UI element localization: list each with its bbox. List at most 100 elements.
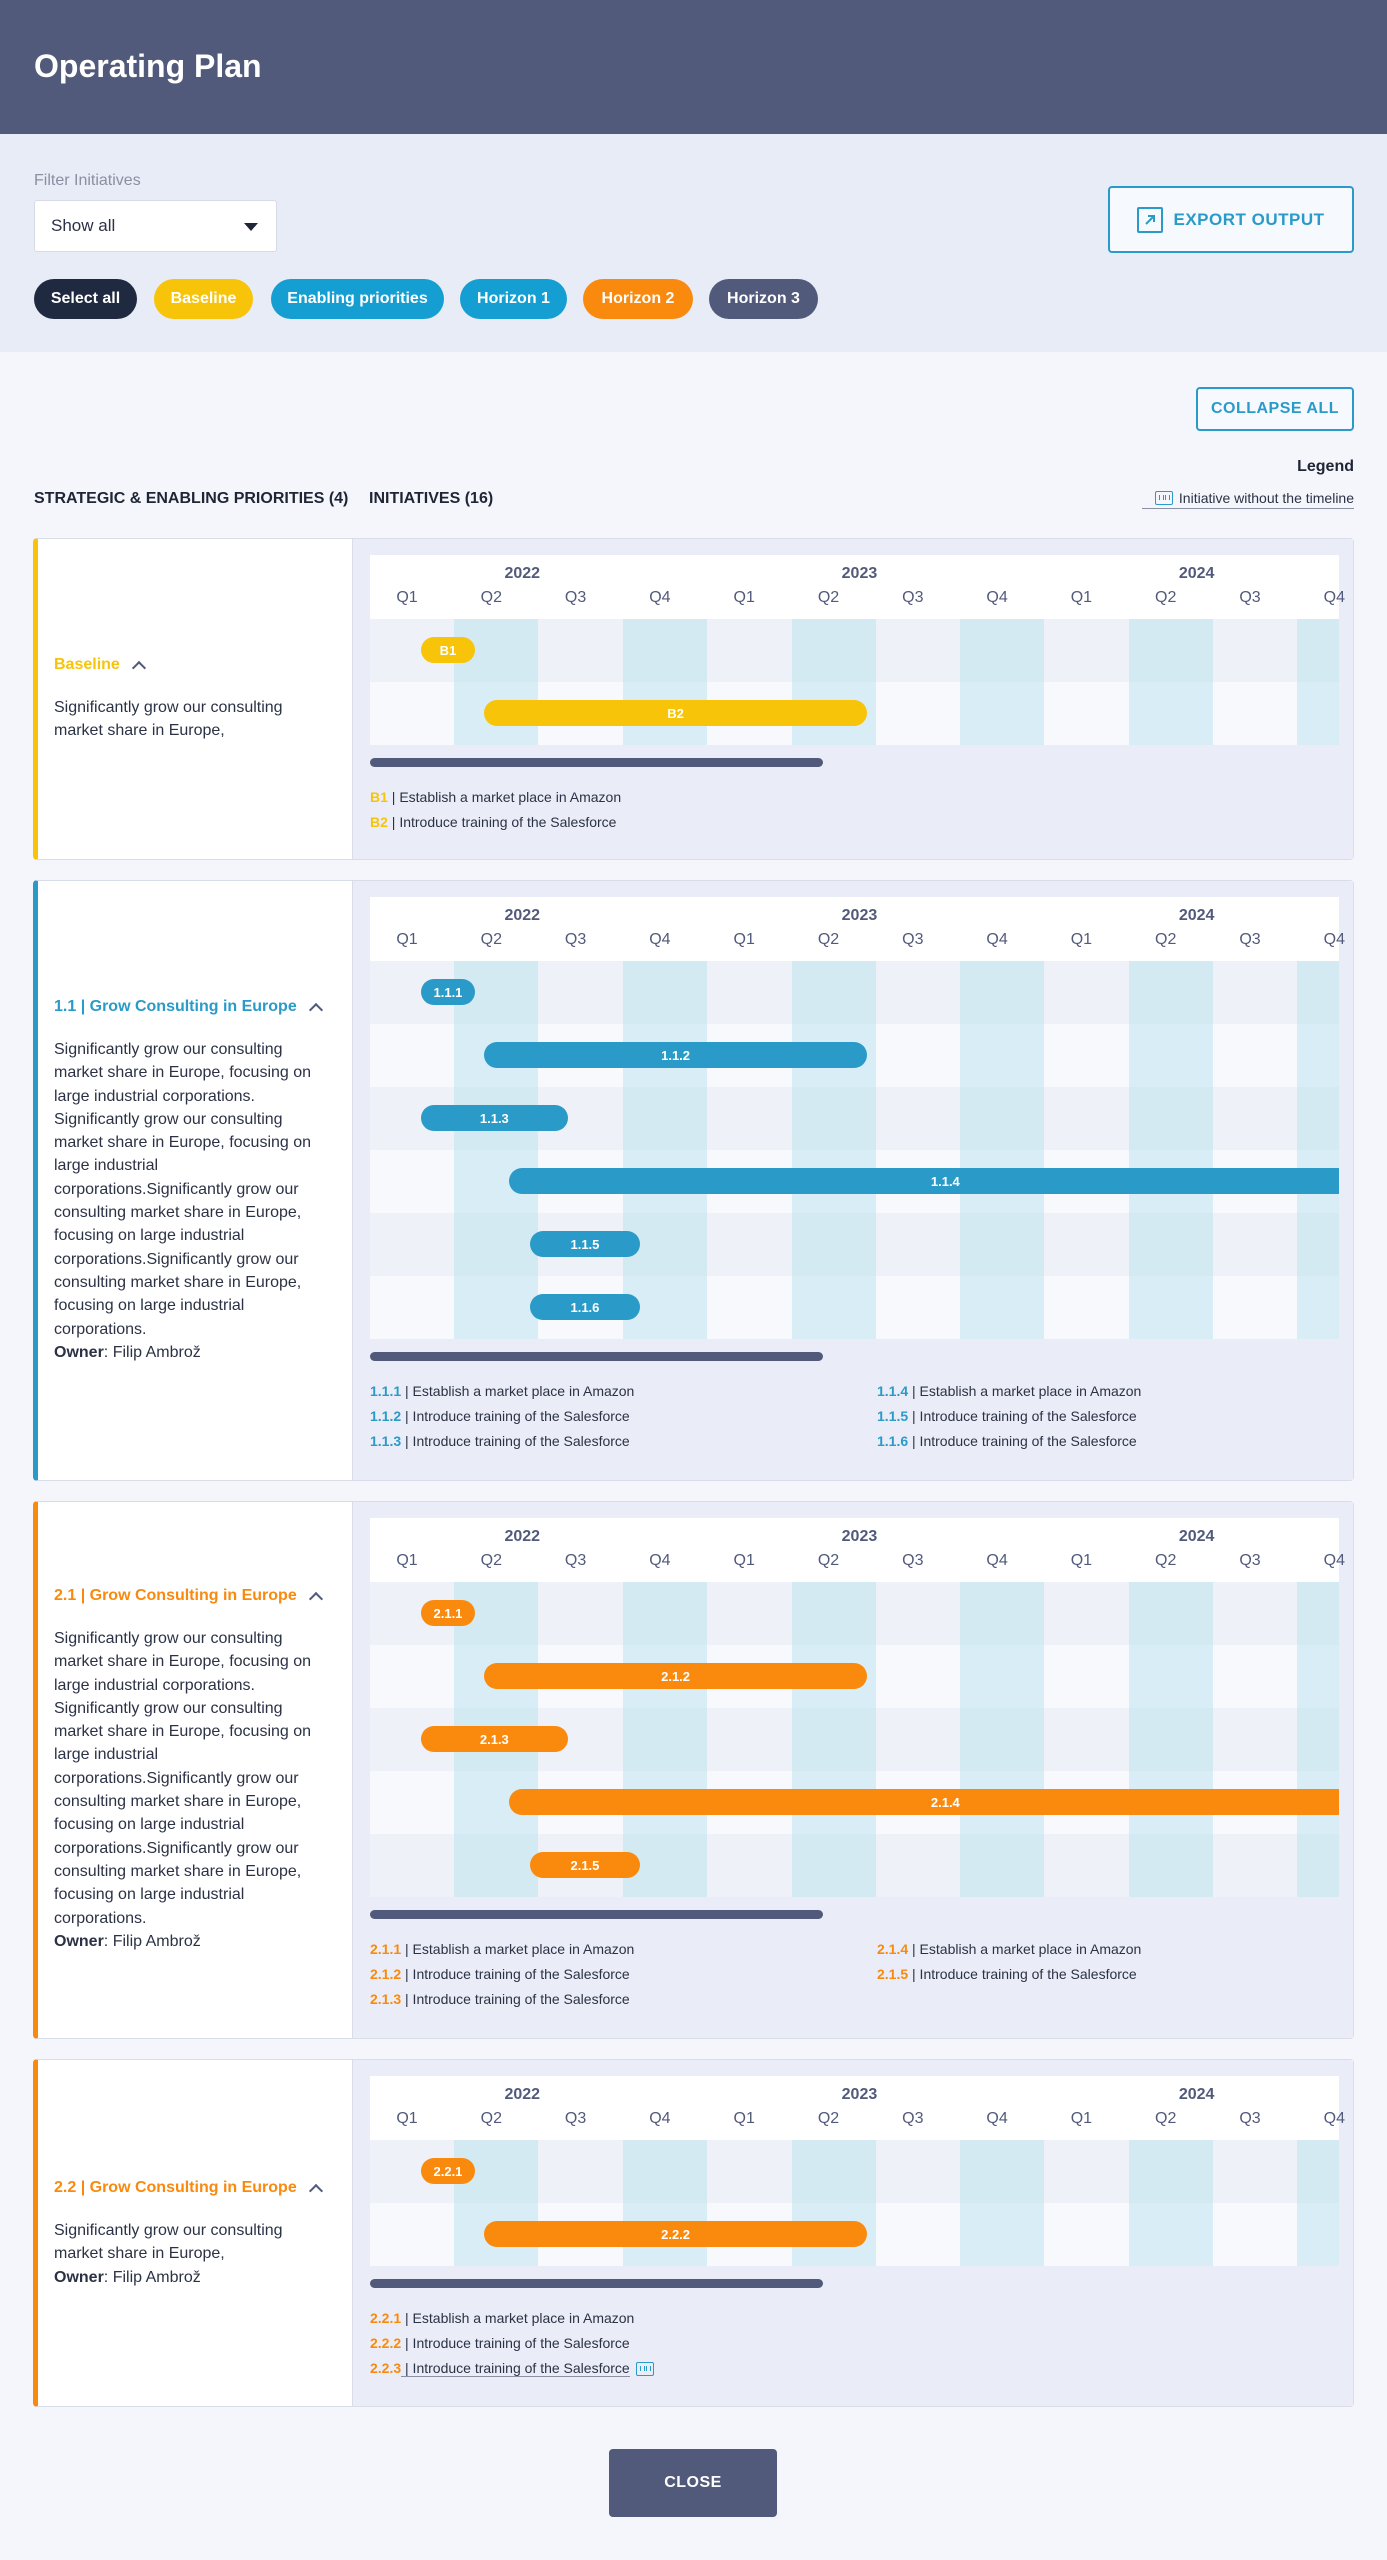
collapse-all-button[interactable]: COLLAPSE ALL	[1196, 387, 1354, 431]
initiative-note-code: B2	[370, 814, 388, 830]
timeline-scrollbar[interactable]	[370, 2279, 823, 2288]
priority-title[interactable]: 1.1 | Grow Consulting in Europe	[54, 998, 332, 1018]
initiative-bar[interactable]: 1.1.5	[530, 1231, 640, 1257]
quarter-band	[622, 2140, 707, 2266]
chip-select-all[interactable]: Select all	[34, 279, 137, 319]
quarter-label: Q2	[1155, 2110, 1177, 2127]
quarter-band	[791, 961, 876, 1339]
initiative-bar[interactable]: 2.1.5	[530, 1852, 640, 1878]
quarter-label: Q4	[986, 2110, 1008, 2127]
initiative-bar[interactable]: 1.1.4	[509, 1168, 1339, 1194]
quarter-label: Q4	[649, 931, 671, 948]
priority-description-text: Significantly grow our consulting market…	[54, 1630, 312, 1927]
quarter-band	[1297, 961, 1339, 1339]
owner-label: Owner	[54, 1343, 104, 1361]
timeline-scrollbar[interactable]	[370, 1910, 823, 1919]
initiative-note-text: | Introduce training of the Salesforce	[401, 1408, 630, 1424]
quarter-band	[1297, 1582, 1339, 1897]
initiative-bar[interactable]: 1.1.1	[420, 979, 476, 1005]
quarter-band	[1128, 619, 1213, 745]
quarter-label: Q4	[1323, 589, 1345, 606]
initiative-note-code: 1.1.4	[877, 1383, 909, 1399]
timeline-scrollbar[interactable]	[370, 1352, 823, 1361]
filter-bar: Filter Initiatives Show all EXPORT OUTPU…	[0, 134, 1387, 352]
timeline-rows: 2.1.1 2.1.2 2.1.3 2.1.4 2.1.5	[370, 1582, 1339, 1897]
initiatives-panel: 2022 2023 2024 Q1 Q2 Q3 Q4 Q1 Q2 Q3 Q4 Q1 Q2 Q3 Q4 2.1.…	[353, 1502, 1353, 2038]
filter-select[interactable]: Show all	[34, 200, 277, 252]
initiative-note: B1 | Establish a market place in Amazon	[370, 789, 621, 805]
priority-title[interactable]: Baseline	[54, 656, 332, 676]
quarter-label: Q3	[902, 931, 924, 948]
export-output-button[interactable]: EXPORT OUTPUT	[1108, 186, 1354, 253]
quarter-label: Q2	[480, 2110, 502, 2127]
quarter-label: Q4	[649, 2110, 671, 2127]
priority-section-1-1: 1.1 | Grow Consulting in Europe Signific…	[33, 880, 1354, 1481]
year-label: 2024	[1178, 907, 1215, 924]
initiative-note: 2.2.1 | Establish a market place in Amaz…	[370, 2310, 634, 2326]
chip-horizon-2[interactable]: Horizon 2	[583, 279, 693, 319]
initiative-bar[interactable]: B1	[420, 637, 476, 663]
quarter-label: Q3	[902, 1552, 924, 1569]
quarter-band	[791, 1582, 876, 1897]
initiative-bar[interactable]: 1.1.2	[483, 1042, 868, 1068]
export-output-label: EXPORT OUTPUT	[1173, 209, 1325, 229]
legend-title: Legend	[1297, 458, 1354, 475]
priority-code: 2.2	[54, 2179, 77, 2196]
priority-description: Significantly grow our consulting market…	[54, 2222, 283, 2286]
chevron-up-icon[interactable]	[308, 1591, 323, 1607]
quarter-label: Q2	[817, 1552, 840, 1569]
priority-section-2-2: 2.2 | Grow Consulting in Europe Signific…	[33, 2059, 1354, 2407]
quarter-label: Q1	[1070, 931, 1093, 948]
initiative-bar[interactable]: 1.1.6	[530, 1294, 640, 1320]
chevron-up-icon[interactable]	[131, 660, 146, 676]
timeline-header: 2022 2023 2024 Q1 Q2 Q3 Q4 Q1 Q2 Q3 Q4 Q1 Q2 Q3 Q4	[370, 897, 1345, 961]
timeline-scrollbar[interactable]	[370, 758, 823, 767]
chip-enabling-priorities[interactable]: Enabling priorities	[271, 279, 444, 319]
priority-title[interactable]: 2.2 | Grow Consulting in Europe	[54, 2179, 332, 2199]
quarter-label: Q1	[396, 2110, 418, 2127]
priority-title-label: Grow Consulting in Europe	[89, 2179, 297, 2196]
initiative-note-text: | Introduce training of the Salesforce	[908, 1433, 1137, 1449]
initiative-note: 2.1.3 | Introduce training of the Salesf…	[370, 1991, 630, 2007]
initiative-bar[interactable]: 2.1.1	[420, 1600, 476, 1626]
priority-panel: 2.2 | Grow Consulting in Europe Signific…	[38, 2060, 353, 2406]
year-label: 2022	[504, 907, 541, 924]
chip-baseline[interactable]: Baseline	[154, 279, 253, 319]
timeline-rows: 1.1.1 1.1.2 1.1.3 1.1.4 1.1.5 1.1.6	[370, 961, 1339, 1339]
initiative-bar[interactable]: B2	[483, 700, 868, 726]
quarter-label: Q2	[480, 931, 502, 948]
initiative-note-code: 1.1.2	[370, 1408, 402, 1424]
chevron-up-icon[interactable]	[308, 2183, 323, 2199]
chip-label: Horizon 1	[477, 290, 550, 307]
priority-title[interactable]: 2.1 | Grow Consulting in Europe	[54, 1587, 332, 1607]
initiative-bar[interactable]: 2.1.3	[420, 1726, 569, 1752]
quarter-label: Q1	[1070, 589, 1093, 606]
year-label: 2022	[504, 565, 541, 582]
initiative-bar[interactable]: 2.2.1	[420, 2158, 476, 2184]
quarter-label: Q3	[564, 2110, 587, 2127]
priority-panel: 2.1 | Grow Consulting in Europe Signific…	[38, 1502, 353, 2038]
quarter-label: Q2	[817, 2110, 840, 2127]
timeline-rows: 2.2.1 2.2.2	[370, 2140, 1339, 2266]
priority-code: 1.1	[54, 998, 77, 1015]
initiative-bar[interactable]: 1.1.3	[420, 1105, 569, 1131]
close-button[interactable]: CLOSE	[609, 2449, 777, 2517]
app-header: Operating Plan	[0, 0, 1387, 134]
initiative-bar[interactable]: 2.1.2	[483, 1663, 868, 1689]
quarter-band	[622, 619, 707, 745]
quarter-label: Q1	[1070, 2110, 1093, 2127]
initiative-bar[interactable]: 2.1.4	[509, 1789, 1339, 1815]
chip-horizon-1[interactable]: Horizon 1	[460, 279, 567, 319]
initiative-note: 2.1.4 | Establish a market place in Amaz…	[877, 1941, 1141, 1957]
chip-horizon-3[interactable]: Horizon 3	[709, 279, 818, 319]
initiatives-panel: 2022 2023 2024 Q1 Q2 Q3 Q4 Q1 Q2 Q3 Q4 Q1 Q2 Q3 Q4 B1 B2…	[353, 539, 1353, 859]
timeline: 2022 2023 2024 Q1 Q2 Q3 Q4 Q1 Q2 Q3 Q4 Q1 Q2 Q3 Q4 2.1.…	[370, 1518, 1345, 1897]
quarter-label: Q2	[1155, 931, 1177, 948]
year-label: 2022	[504, 2086, 541, 2103]
initiative-bar[interactable]: 2.2.2	[483, 2221, 868, 2247]
timeline-header: 2022 2023 2024 Q1 Q2 Q3 Q4 Q1 Q2 Q3 Q4 Q1 Q2 Q3 Q4	[370, 2076, 1345, 2140]
quarter-label: Q3	[564, 1552, 587, 1569]
initiative-note: 2.2.2 | Introduce training of the Salesf…	[370, 2335, 630, 2351]
chevron-up-icon[interactable]	[308, 1002, 323, 1018]
priority-section-2-1: 2.1 | Grow Consulting in Europe Signific…	[33, 1501, 1354, 2039]
